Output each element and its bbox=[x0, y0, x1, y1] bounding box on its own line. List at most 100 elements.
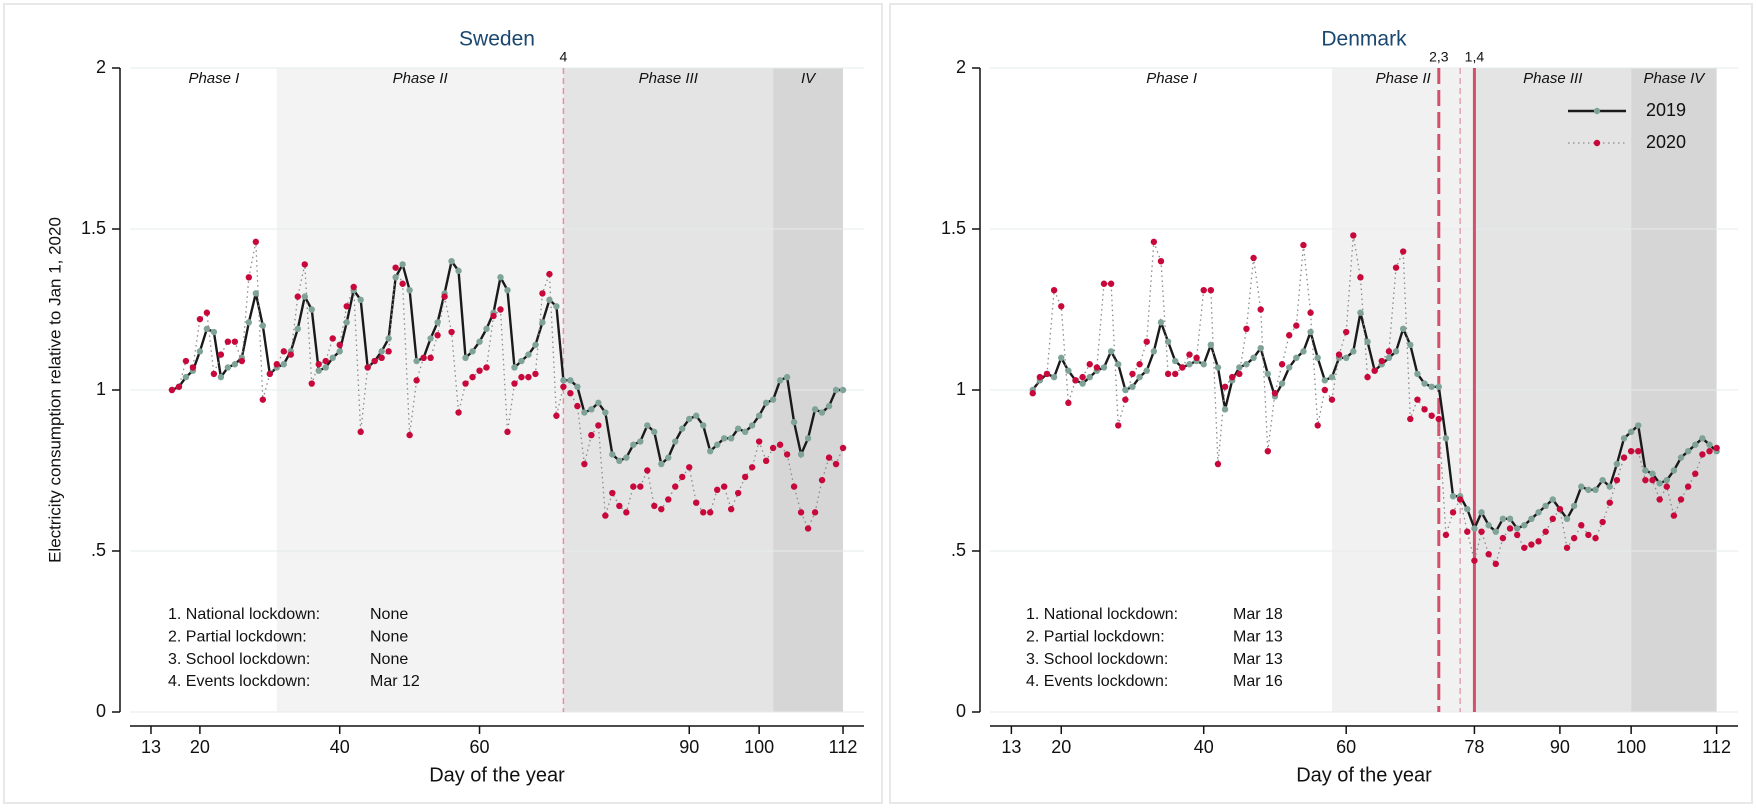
data-point bbox=[769, 444, 777, 452]
data-point bbox=[1542, 502, 1549, 510]
data-point bbox=[595, 399, 602, 407]
data-point bbox=[1243, 325, 1250, 333]
data-point bbox=[350, 283, 357, 291]
data-point bbox=[1585, 486, 1592, 494]
data-point bbox=[1706, 447, 1713, 455]
data-point bbox=[1656, 480, 1663, 487]
data-point bbox=[783, 451, 791, 458]
data-point bbox=[1435, 415, 1443, 423]
data-point bbox=[1392, 264, 1400, 271]
data-point bbox=[825, 402, 833, 410]
data-point bbox=[1521, 544, 1528, 551]
data-point bbox=[1214, 364, 1222, 371]
data-point bbox=[1100, 364, 1108, 371]
x-axis-title: Day of the year bbox=[1296, 764, 1432, 786]
data-point bbox=[273, 361, 280, 368]
lockdown-date: Mar 16 bbox=[1233, 673, 1283, 690]
phase-label: Phase II bbox=[393, 70, 448, 87]
data-point bbox=[399, 261, 406, 268]
data-point bbox=[825, 454, 833, 461]
lockdown-date: None bbox=[370, 629, 408, 646]
data-point bbox=[1492, 560, 1499, 568]
data-point bbox=[1157, 319, 1165, 326]
lockdown-date: Mar 13 bbox=[1233, 651, 1283, 668]
data-point bbox=[1478, 509, 1485, 516]
lockdown-event: 3. School lockdown: bbox=[1026, 651, 1168, 668]
data-point bbox=[1506, 525, 1514, 532]
data-point bbox=[707, 447, 714, 455]
phase-label: Phase IV bbox=[1643, 70, 1706, 87]
data-point bbox=[1036, 373, 1044, 381]
data-point bbox=[630, 441, 637, 448]
data-point bbox=[1086, 373, 1093, 381]
data-point bbox=[1286, 364, 1293, 371]
data-point bbox=[217, 351, 225, 358]
data-point bbox=[832, 386, 840, 394]
data-point bbox=[1342, 354, 1350, 361]
data-point bbox=[469, 348, 476, 355]
lockdown-event: 4. Events lockdown: bbox=[168, 673, 310, 690]
y-axis-title: Electricity consumption relative to Jan … bbox=[45, 217, 64, 563]
data-point bbox=[1200, 286, 1207, 294]
data-point bbox=[294, 293, 301, 300]
data-point bbox=[748, 464, 756, 471]
lockdown-event: 1. National lockdown: bbox=[1026, 606, 1178, 623]
data-point bbox=[322, 357, 329, 365]
data-point bbox=[727, 505, 735, 513]
data-point bbox=[1599, 476, 1606, 484]
data-point bbox=[1150, 238, 1158, 246]
data-point bbox=[616, 457, 623, 465]
x-tick-label: 100 bbox=[744, 737, 774, 757]
data-point bbox=[336, 348, 343, 355]
data-point bbox=[1136, 373, 1143, 381]
data-point bbox=[483, 364, 490, 371]
data-point bbox=[1449, 493, 1457, 500]
data-point bbox=[1107, 280, 1115, 287]
data-point bbox=[546, 296, 553, 304]
data-point bbox=[518, 357, 525, 365]
data-point bbox=[1271, 390, 1279, 397]
data-point bbox=[748, 422, 756, 429]
data-point bbox=[448, 328, 455, 336]
data-point bbox=[217, 373, 225, 381]
data-point bbox=[832, 460, 840, 468]
data-point bbox=[413, 377, 420, 384]
data-point bbox=[1029, 390, 1036, 397]
data-point bbox=[1663, 476, 1670, 484]
data-point bbox=[504, 286, 511, 294]
data-point bbox=[1236, 364, 1243, 371]
data-point bbox=[1286, 332, 1293, 339]
data-point bbox=[1229, 373, 1236, 381]
data-point bbox=[1100, 280, 1108, 287]
data-point bbox=[665, 496, 672, 503]
data-point bbox=[1172, 357, 1179, 365]
data-point bbox=[413, 357, 420, 365]
data-point bbox=[1371, 367, 1378, 374]
data-point bbox=[441, 293, 448, 300]
data-point bbox=[364, 364, 371, 371]
y-tick-label: 1.5 bbox=[941, 218, 966, 238]
data-point bbox=[455, 409, 462, 416]
data-point bbox=[1684, 447, 1692, 455]
data-point bbox=[518, 373, 525, 381]
data-point bbox=[1243, 361, 1250, 368]
data-point bbox=[581, 460, 588, 468]
data-point bbox=[315, 361, 322, 368]
data-point bbox=[1264, 370, 1272, 378]
data-point bbox=[1200, 361, 1207, 368]
data-point bbox=[734, 489, 742, 497]
y-tick-label: .5 bbox=[91, 540, 106, 560]
data-point bbox=[651, 502, 658, 510]
data-point bbox=[1065, 367, 1072, 374]
data-point bbox=[1350, 232, 1357, 239]
data-point bbox=[1606, 483, 1613, 490]
data-point bbox=[574, 402, 581, 410]
data-point bbox=[1207, 286, 1215, 294]
data-point bbox=[658, 505, 665, 513]
x-tick-label: 112 bbox=[1702, 737, 1731, 757]
data-point bbox=[448, 258, 455, 265]
lockdown-date: Mar 12 bbox=[370, 673, 420, 690]
data-point bbox=[322, 364, 329, 371]
data-point bbox=[567, 390, 574, 397]
data-point bbox=[839, 386, 847, 394]
